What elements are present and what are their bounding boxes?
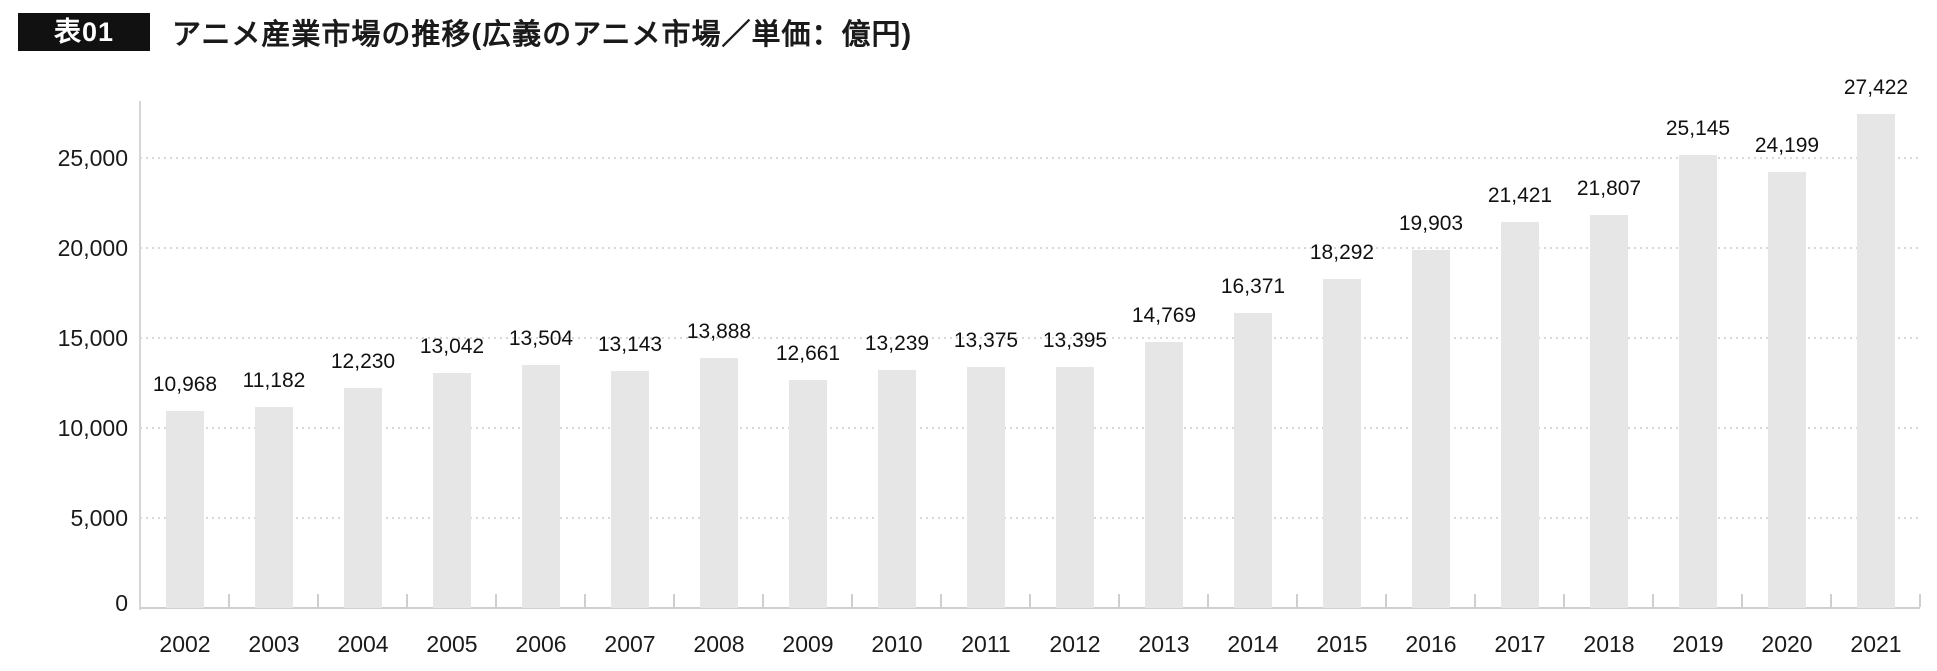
x-tick-label: 2011 <box>961 631 1011 657</box>
bar <box>1501 222 1539 608</box>
bar-value-label: 13,239 <box>864 332 930 355</box>
x-axis-tick <box>1474 594 1476 607</box>
bar-value-label: 14,769 <box>1131 304 1197 327</box>
bar-value-label: 13,042 <box>419 335 485 358</box>
chart-title: アニメ産業市場の推移(広義のアニメ市場／単価：億円) <box>172 19 913 51</box>
bar <box>1234 313 1272 608</box>
bar-value-label: 13,504 <box>508 327 574 350</box>
x-axis-tick <box>762 594 764 607</box>
bar <box>1412 250 1450 608</box>
x-axis-tick <box>495 594 497 607</box>
bar <box>1056 367 1094 608</box>
x-axis-tick <box>317 594 319 607</box>
bar <box>1145 342 1183 608</box>
x-tick-label: 2019 <box>1672 631 1724 657</box>
chart-header: 表01 アニメ産業市場の推移(広義のアニメ市場／単価：億円) <box>18 11 912 53</box>
x-tick-label: 2010 <box>871 631 923 657</box>
gridline <box>140 517 1920 519</box>
x-axis-tick <box>584 594 586 607</box>
bar-value-label: 21,807 <box>1576 177 1642 200</box>
y-tick-label: 20,000 <box>57 235 128 261</box>
bar <box>1768 172 1806 608</box>
x-tick-label: 2016 <box>1405 631 1457 657</box>
bar <box>1590 215 1628 608</box>
x-axis-line <box>140 607 1920 609</box>
y-tick-label: 15,000 <box>57 325 128 351</box>
bar <box>878 370 916 608</box>
x-tick-label: 2009 <box>782 631 834 657</box>
x-axis-tick <box>1029 594 1031 607</box>
x-axis-tick <box>228 594 230 607</box>
table-number-badge: 表01 <box>18 13 150 51</box>
y-tick-label: 10,000 <box>57 415 128 441</box>
x-tick-label: 2006 <box>515 631 567 657</box>
x-axis-tick <box>1207 594 1209 607</box>
x-axis-tick <box>673 594 675 607</box>
bar <box>255 407 293 608</box>
x-axis-tick <box>406 594 408 607</box>
gridline <box>140 337 1920 339</box>
bar-value-label: 25,145 <box>1665 117 1731 140</box>
bar-value-label: 11,182 <box>242 369 306 392</box>
x-tick-label: 2004 <box>337 631 389 657</box>
bar <box>344 388 382 608</box>
x-axis-tick <box>1385 594 1387 607</box>
bar <box>1323 279 1361 608</box>
y-axis-line <box>139 101 141 610</box>
bar-value-label: 13,888 <box>686 320 752 343</box>
x-axis-tick <box>1296 594 1298 607</box>
bar-value-label: 13,143 <box>597 333 663 356</box>
x-axis-tick <box>1830 594 1832 607</box>
bar-value-label: 19,903 <box>1398 212 1464 235</box>
x-tick-label: 2018 <box>1583 631 1635 657</box>
gridline <box>140 427 1920 429</box>
x-tick-label: 2007 <box>604 631 656 657</box>
x-tick-label: 2013 <box>1138 631 1190 657</box>
x-axis-tick <box>1741 594 1743 607</box>
bar-value-label: 12,661 <box>775 342 841 365</box>
bar <box>1679 155 1717 608</box>
bar-value-label: 21,421 <box>1487 184 1553 207</box>
x-tick-label: 2008 <box>693 631 745 657</box>
bar-value-label: 13,395 <box>1042 329 1108 352</box>
x-tick-label: 2017 <box>1494 631 1546 657</box>
bar-value-label: 10,968 <box>152 373 218 396</box>
bar <box>967 367 1005 608</box>
x-tick-label: 2020 <box>1761 631 1813 657</box>
bar-value-label: 24,199 <box>1754 134 1820 157</box>
x-tick-label: 2003 <box>248 631 300 657</box>
bar <box>522 365 560 608</box>
bar-value-label: 27,422 <box>1843 76 1909 99</box>
x-axis-tick <box>1118 594 1120 607</box>
x-tick-label: 2015 <box>1316 631 1368 657</box>
x-axis-tick <box>851 594 853 607</box>
y-tick-label: 0 <box>115 590 128 616</box>
bar <box>433 373 471 608</box>
x-tick-label: 2012 <box>1049 631 1101 657</box>
bar <box>789 380 827 608</box>
bar <box>700 358 738 608</box>
bar-value-label: 18,292 <box>1309 241 1375 264</box>
x-tick-label: 2005 <box>426 631 478 657</box>
bar <box>1857 114 1895 608</box>
bar-value-label: 16,371 <box>1220 275 1286 298</box>
y-tick-label: 25,000 <box>57 145 128 171</box>
gridline <box>140 157 1920 159</box>
y-tick-label: 5,000 <box>70 505 128 531</box>
x-axis-tick <box>1563 594 1565 607</box>
gridline <box>140 247 1920 249</box>
x-tick-label: 2021 <box>1850 631 1902 657</box>
x-axis-tick <box>940 594 942 607</box>
bar-value-label: 12,230 <box>330 350 396 373</box>
x-tick-label: 2002 <box>159 631 211 657</box>
x-axis-tick <box>1919 594 1921 607</box>
bar <box>166 411 204 608</box>
bar <box>611 371 649 608</box>
x-axis-tick <box>1652 594 1654 607</box>
x-tick-label: 2014 <box>1227 631 1279 657</box>
bar-value-label: 13,375 <box>953 329 1019 352</box>
